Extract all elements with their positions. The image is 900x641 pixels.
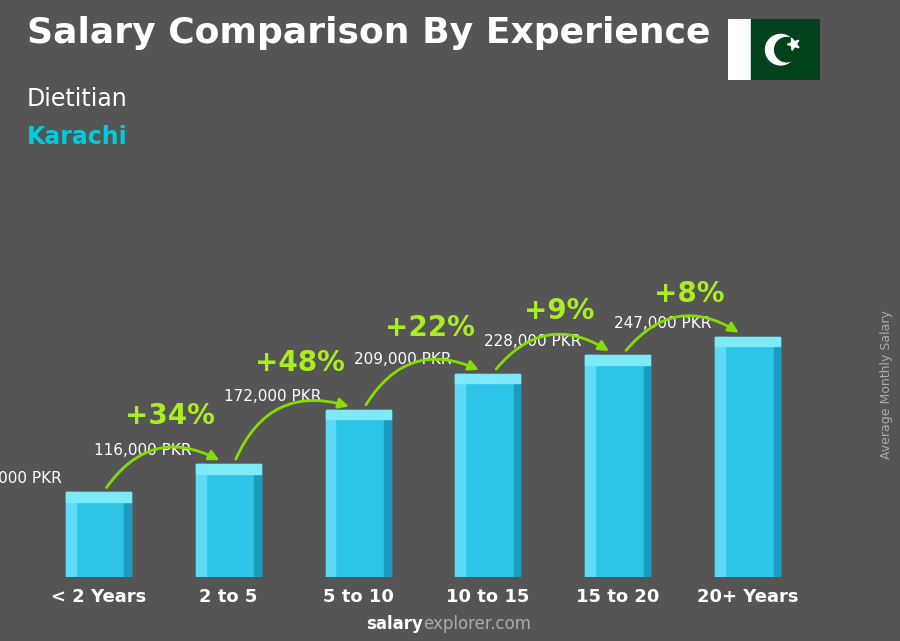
Bar bbox=[326, 410, 391, 577]
Circle shape bbox=[766, 35, 796, 65]
Bar bbox=[196, 464, 261, 474]
Bar bbox=[752, 19, 820, 80]
Bar bbox=[124, 492, 130, 577]
Text: 87,000 PKR: 87,000 PKR bbox=[0, 471, 62, 487]
Text: salary: salary bbox=[366, 615, 423, 633]
Text: Dietitian: Dietitian bbox=[27, 87, 128, 110]
Circle shape bbox=[775, 37, 799, 62]
Bar bbox=[196, 464, 205, 577]
Bar bbox=[514, 374, 520, 577]
Bar bbox=[66, 492, 76, 577]
Text: +34%: +34% bbox=[125, 403, 215, 430]
Text: +48%: +48% bbox=[255, 349, 345, 377]
Bar bbox=[66, 492, 130, 577]
Bar bbox=[644, 355, 650, 577]
Text: Salary Comparison By Experience: Salary Comparison By Experience bbox=[27, 16, 710, 50]
Text: 247,000 PKR: 247,000 PKR bbox=[614, 315, 711, 331]
Bar bbox=[774, 337, 780, 577]
Text: 209,000 PKR: 209,000 PKR bbox=[354, 353, 452, 367]
Bar bbox=[585, 355, 650, 365]
Bar bbox=[716, 337, 780, 346]
Bar bbox=[455, 374, 520, 383]
Bar bbox=[455, 374, 465, 577]
Polygon shape bbox=[788, 38, 799, 51]
Text: 228,000 PKR: 228,000 PKR bbox=[484, 334, 581, 349]
Text: +8%: +8% bbox=[654, 279, 724, 308]
Bar bbox=[66, 492, 130, 502]
Text: 116,000 PKR: 116,000 PKR bbox=[94, 443, 192, 458]
Bar bbox=[254, 464, 261, 577]
Bar bbox=[716, 337, 780, 577]
Bar bbox=[455, 374, 520, 577]
Bar bbox=[728, 19, 752, 80]
Text: 172,000 PKR: 172,000 PKR bbox=[224, 388, 321, 403]
Text: Karachi: Karachi bbox=[27, 125, 128, 149]
Bar bbox=[384, 410, 391, 577]
Text: explorer.com: explorer.com bbox=[423, 615, 531, 633]
Bar bbox=[585, 355, 650, 577]
Bar bbox=[585, 355, 595, 577]
Bar bbox=[716, 337, 724, 577]
Text: +22%: +22% bbox=[384, 314, 474, 342]
Text: Average Monthly Salary: Average Monthly Salary bbox=[880, 310, 893, 459]
Text: +9%: +9% bbox=[524, 297, 595, 325]
Bar bbox=[196, 464, 261, 577]
Bar bbox=[326, 410, 336, 577]
Bar bbox=[326, 410, 391, 419]
